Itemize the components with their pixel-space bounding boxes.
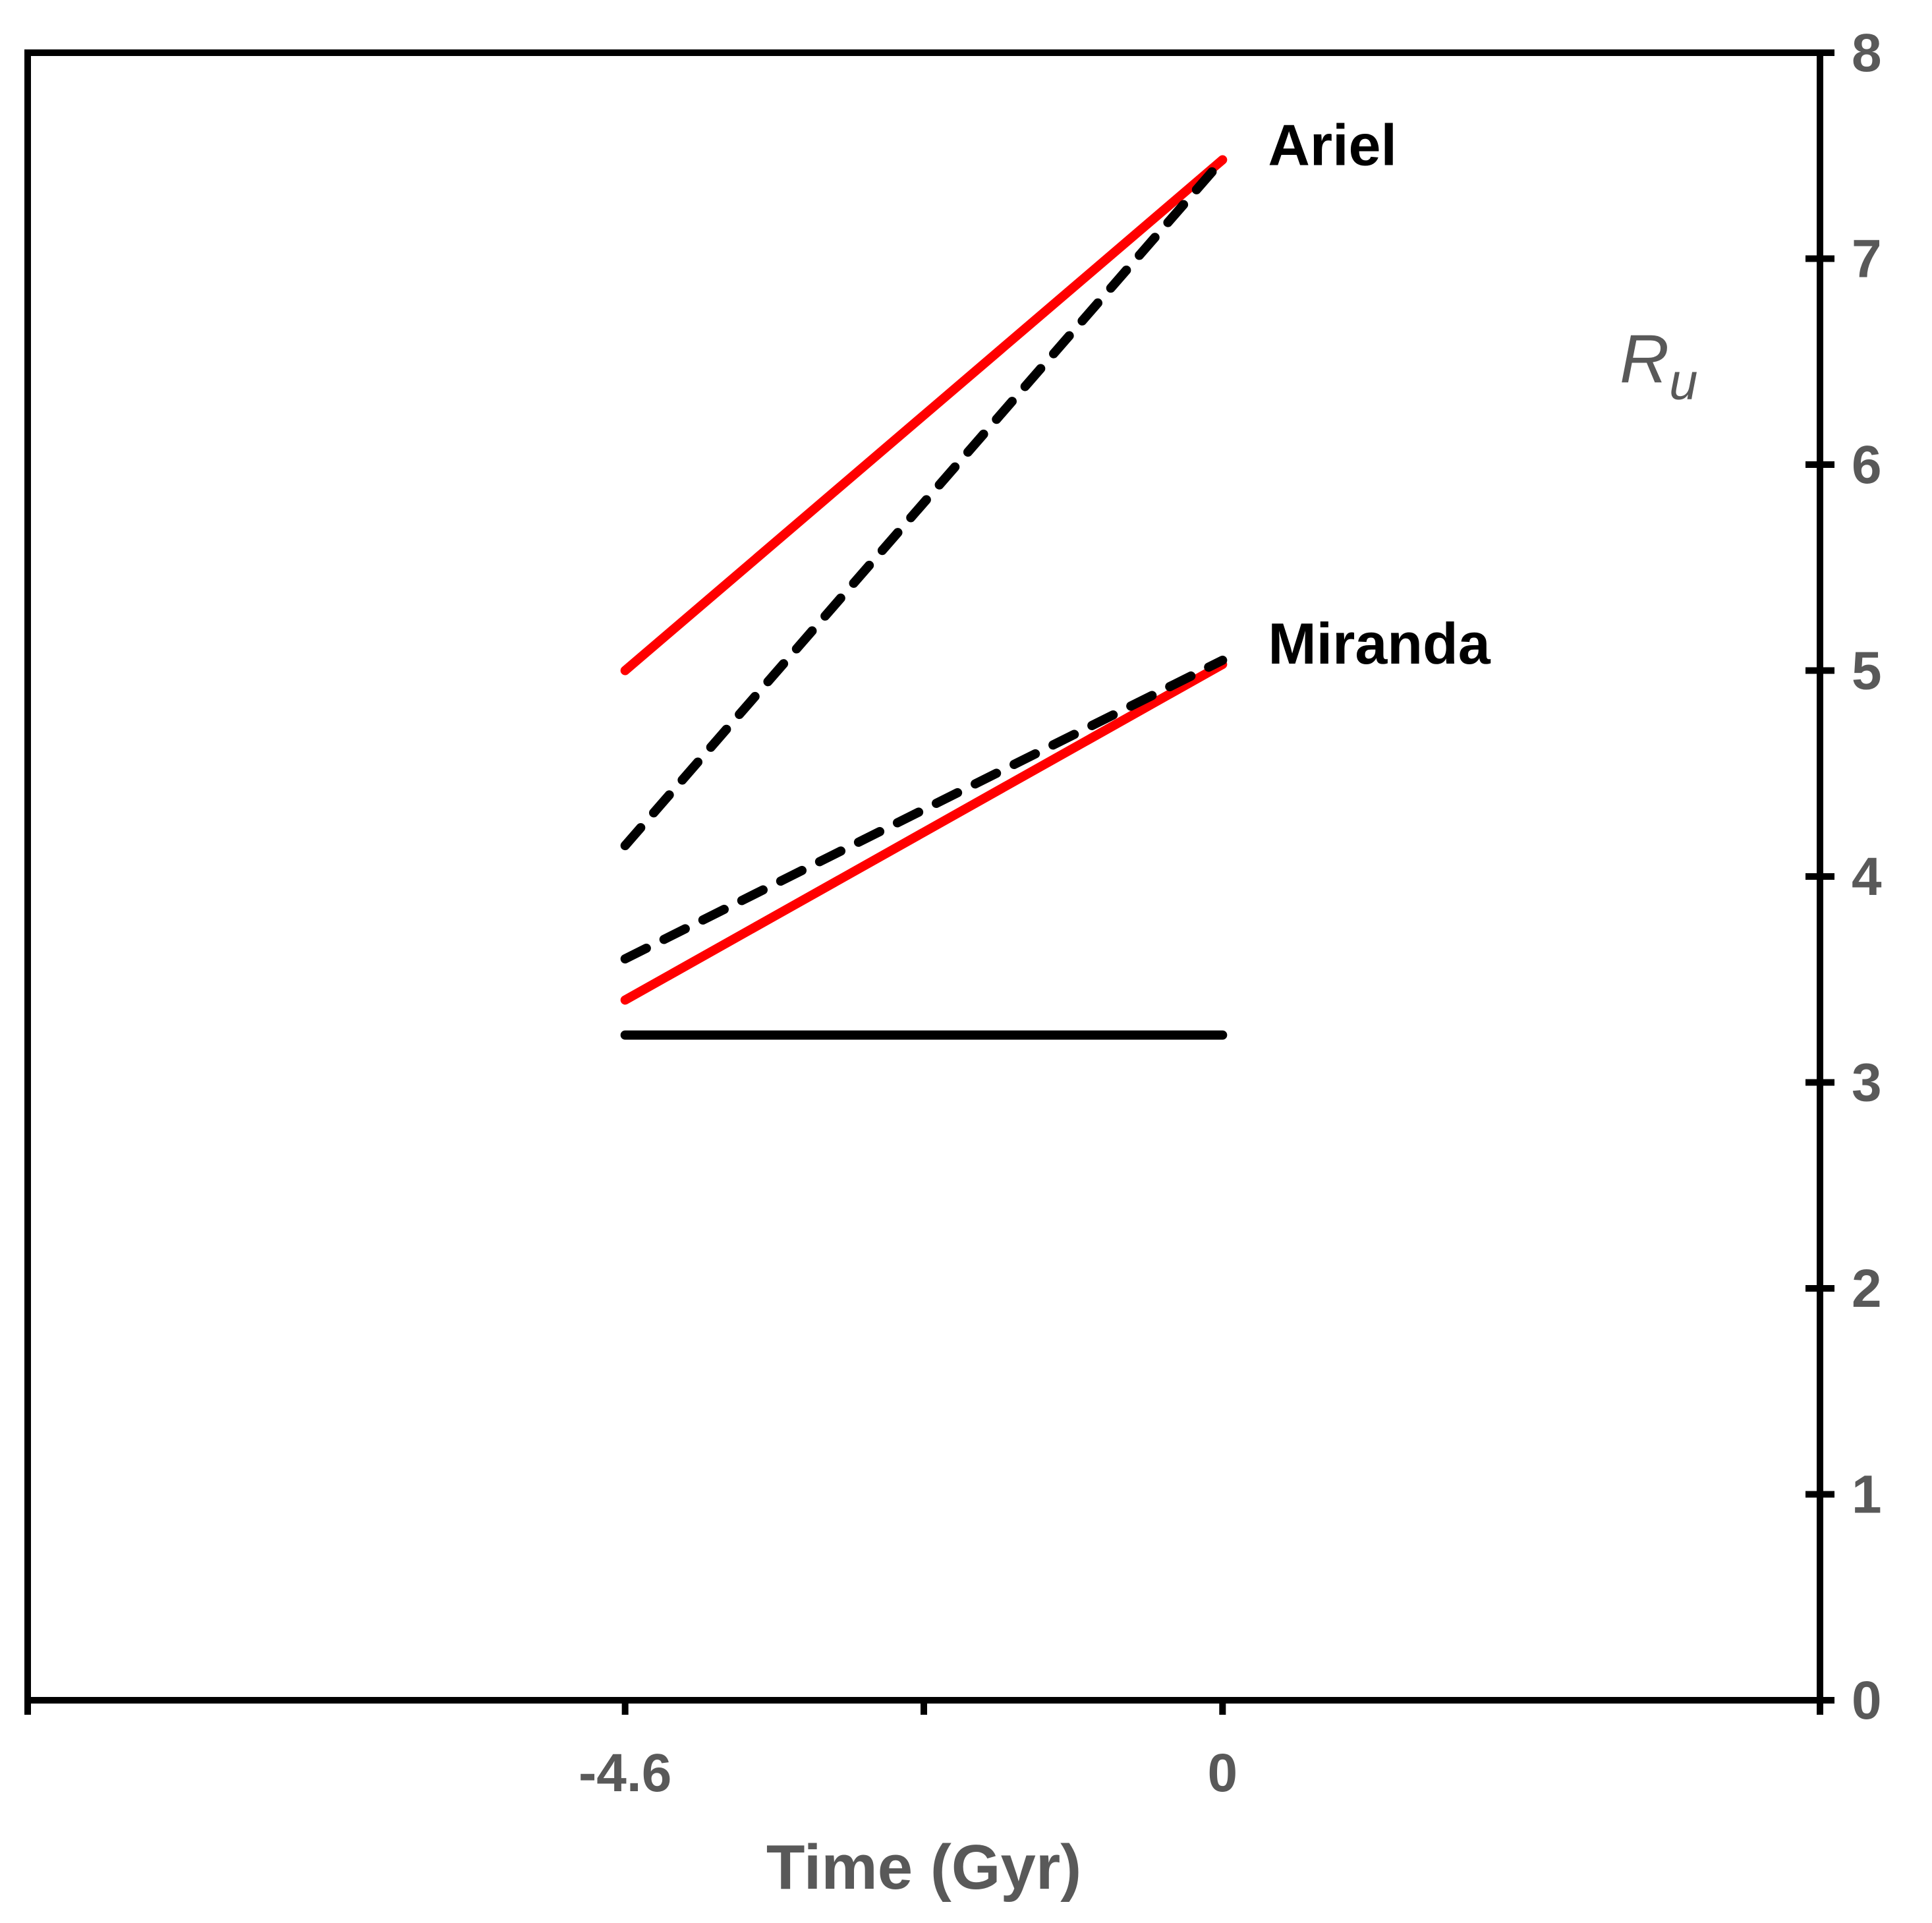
series-annotation: Ariel <box>1268 113 1397 178</box>
y-tick-label: 0 <box>1852 1671 1882 1731</box>
series-line <box>620 155 1228 675</box>
y-tick-label: 8 <box>1852 23 1882 83</box>
series-line <box>620 655 1228 963</box>
y-tick-label: 5 <box>1852 641 1882 701</box>
y-tick-label: 6 <box>1852 435 1882 495</box>
y-axis-title-main: R <box>1620 321 1669 397</box>
x-axis-title: Time (Gyr) <box>766 1832 1081 1903</box>
series-line <box>620 155 1228 851</box>
y-tick-label: 1 <box>1852 1465 1882 1525</box>
y-axis-title: Ru <box>1620 321 1698 411</box>
y-axis-title-sub: u <box>1669 353 1697 411</box>
y-tick-label: 4 <box>1852 847 1882 907</box>
y-tick-label: 2 <box>1852 1259 1882 1319</box>
plot-frame <box>24 49 1823 1704</box>
series-line <box>620 660 1228 1005</box>
x-tick-label: -4.6 <box>579 1743 671 1803</box>
y-tick-label: 7 <box>1852 229 1882 289</box>
x-tick-label: 0 <box>1208 1743 1238 1803</box>
y-tick-label: 3 <box>1852 1053 1882 1113</box>
series-annotation: Miranda <box>1268 611 1491 676</box>
